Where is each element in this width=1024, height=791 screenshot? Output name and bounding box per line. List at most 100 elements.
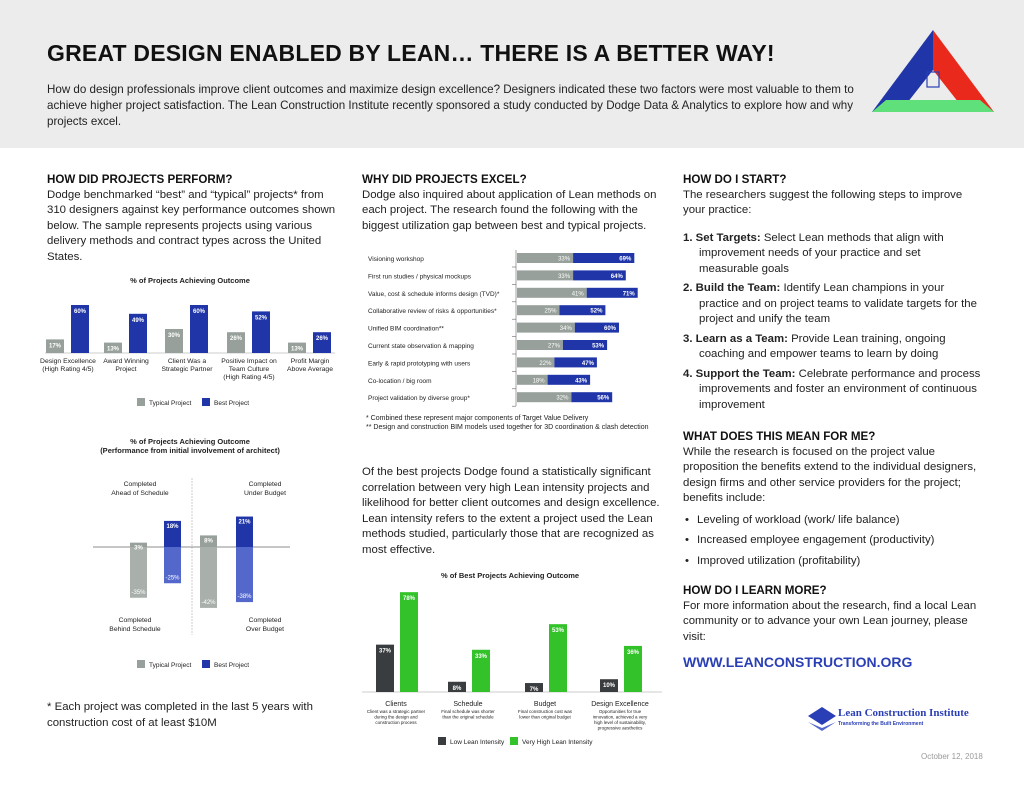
category-label: (High Rating 4/5) bbox=[42, 366, 93, 373]
legend-label: Typical Project bbox=[149, 400, 191, 407]
bar-value: 3% bbox=[134, 546, 143, 552]
step-title: Support the Team: bbox=[695, 367, 796, 380]
learn-heading: HOW DO I LEARN MORE? bbox=[683, 584, 827, 597]
method-label: Early & rapid prototyping with users bbox=[368, 360, 471, 367]
bar-typical-positive bbox=[200, 535, 217, 547]
bar-best bbox=[129, 313, 147, 353]
bar-value: 26% bbox=[316, 336, 329, 342]
bar-value: 56% bbox=[597, 396, 610, 402]
legend-swatch bbox=[137, 398, 145, 406]
bar-best bbox=[547, 374, 591, 385]
category-note: progressive aesthetics bbox=[598, 726, 644, 731]
bar-best bbox=[313, 332, 331, 353]
bar-typical-negative bbox=[200, 547, 217, 608]
quadrant-label: Completed bbox=[249, 617, 282, 624]
bar-typical bbox=[288, 342, 306, 353]
bar-value: 18% bbox=[533, 378, 546, 384]
method-label: Collaborative review of risks & opportun… bbox=[368, 308, 497, 315]
quadrant-label: Ahead of Schedule bbox=[111, 490, 169, 497]
bar-value: 26% bbox=[230, 336, 243, 342]
category-label: Schedule bbox=[453, 701, 482, 708]
benefit-item: Leveling of workload (work/ life balance… bbox=[683, 513, 981, 529]
quadrant-label: Behind Schedule bbox=[109, 626, 161, 633]
step-item: 4. Support the Team: Celebrate performan… bbox=[683, 367, 981, 414]
method-label: First run studies / physical mockups bbox=[368, 273, 472, 280]
legend-label: Typical Project bbox=[149, 662, 191, 669]
step-item: 2. Build the Team: Identify Lean champio… bbox=[683, 281, 981, 328]
bar-best bbox=[190, 305, 208, 353]
bar-value: 21% bbox=[238, 520, 251, 526]
website-link[interactable]: WWW.LEANCONSTRUCTION.ORG bbox=[683, 654, 913, 670]
bar-value: 33% bbox=[558, 257, 571, 263]
steps-list: 1. Set Targets: Select Lean methods that… bbox=[683, 231, 981, 414]
bar-value: 27% bbox=[548, 344, 561, 350]
chart-title: % of Projects Achieving Outcome bbox=[130, 276, 250, 285]
method-label: Current state observation & mapping bbox=[368, 343, 474, 350]
bar-value: 64% bbox=[611, 274, 624, 280]
bar-best bbox=[559, 305, 606, 316]
step-title: Learn as a Team: bbox=[695, 332, 788, 345]
step-text: Celebrate performance and process improv… bbox=[699, 367, 981, 411]
bar-value: 22% bbox=[539, 361, 552, 367]
bar-value: -38% bbox=[237, 594, 252, 600]
start-heading: HOW DO I START? bbox=[683, 173, 787, 186]
excel-body-2: Of the best projects Dodge found a stati… bbox=[362, 466, 660, 556]
bar-typical bbox=[517, 374, 548, 385]
bar-best bbox=[573, 270, 626, 281]
bar-value: 53% bbox=[592, 344, 605, 350]
category-note: high level of sustainability, bbox=[594, 720, 646, 725]
bar-value: 18% bbox=[166, 524, 179, 530]
lci-name: Lean Construction Institute bbox=[838, 707, 969, 719]
bar-typical bbox=[517, 392, 572, 403]
bar-typical bbox=[165, 329, 183, 353]
bar-typical-positive bbox=[130, 542, 147, 547]
bar-value: 33% bbox=[558, 274, 571, 280]
excel-body: Dodge also inquired about application of… bbox=[362, 188, 657, 232]
perform-heading: HOW DID PROJECTS PERFORM? bbox=[47, 173, 233, 186]
category-note: Final schedule was shorter bbox=[441, 709, 495, 714]
note-bim: ** Design and construction BIM models us… bbox=[366, 424, 649, 431]
bar-best-positive bbox=[164, 520, 181, 547]
step-text: Select Lean methods that align with impr… bbox=[699, 231, 944, 275]
category-label: Design Excellence bbox=[40, 358, 96, 365]
bar-value: 47% bbox=[582, 361, 595, 367]
step-text: Identify Lean champions in your practice… bbox=[699, 282, 977, 325]
step-number: 1. bbox=[683, 231, 693, 244]
chart-title: % of Best Projects Achieving Outcome bbox=[441, 571, 579, 580]
category-label: Client Was a bbox=[168, 358, 206, 365]
bar-value: 71% bbox=[623, 291, 636, 297]
mean-body: While the research is focused on the pro… bbox=[683, 445, 977, 505]
bar-typical bbox=[517, 253, 574, 263]
bar-value: 17% bbox=[49, 343, 62, 349]
bar-value: 25% bbox=[544, 309, 557, 315]
category-note: Client was a strategic partner bbox=[367, 709, 426, 714]
bar-low-lean bbox=[376, 644, 394, 692]
bar-best bbox=[71, 305, 89, 353]
category-label: (High Rating 4/5) bbox=[223, 374, 274, 381]
bar-value: 52% bbox=[255, 315, 268, 321]
excel-heading: WHY DID PROJECTS EXCEL? bbox=[362, 173, 527, 186]
category-note: during the design and bbox=[374, 715, 418, 720]
bar-value: 41% bbox=[572, 291, 585, 297]
bar-typical bbox=[104, 342, 122, 353]
bar-typical bbox=[517, 340, 563, 350]
quadrant-label: Completed bbox=[249, 481, 282, 488]
category-note: Opportunities for true bbox=[599, 709, 642, 714]
category-note: innovation, achieved a very bbox=[593, 715, 648, 720]
legend-swatch bbox=[438, 737, 446, 745]
bar-best bbox=[554, 357, 597, 368]
start-body: The researchers suggest the following st… bbox=[683, 188, 963, 217]
category-note: Final construction cost was bbox=[518, 709, 573, 714]
method-label: Project validation by diverse group* bbox=[368, 395, 470, 402]
category-label: Design Excellence bbox=[591, 701, 649, 708]
bar-value: 52% bbox=[590, 309, 603, 315]
bar-value: -25% bbox=[165, 575, 180, 581]
bar-value: -35% bbox=[131, 590, 146, 596]
legend-label: Low Lean Intensity bbox=[450, 739, 505, 746]
category-label: Strategic Partner bbox=[162, 366, 214, 373]
